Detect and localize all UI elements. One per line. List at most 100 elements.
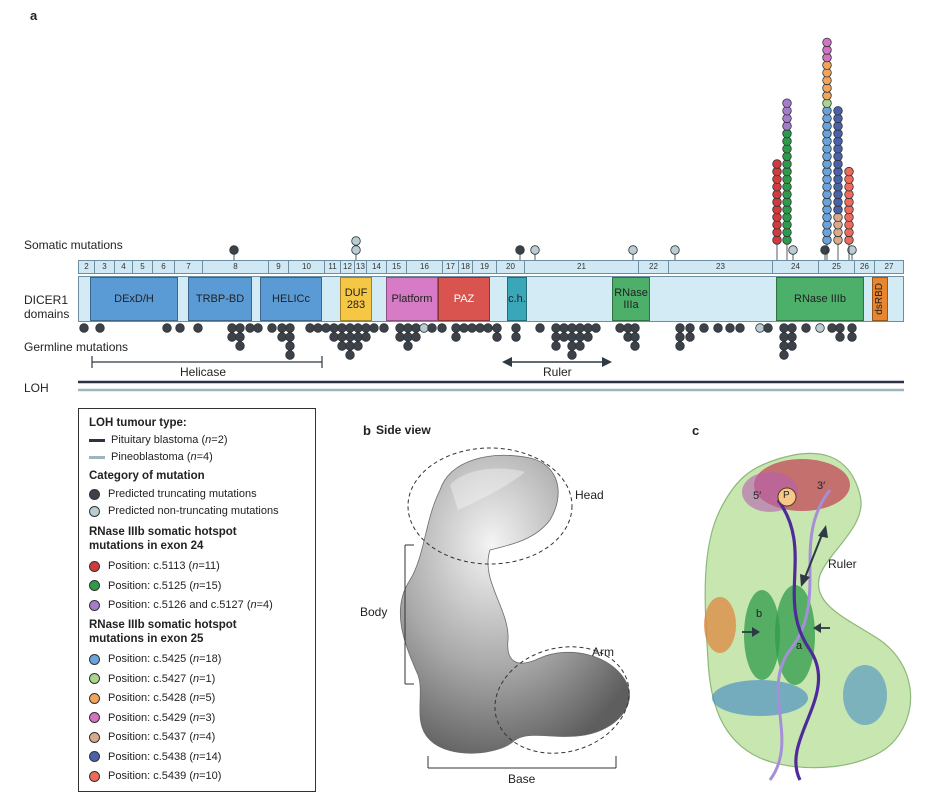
somatic-mutation-dot (515, 245, 525, 255)
exon-number: 5 (133, 261, 153, 273)
hotspot-count: =3) (199, 711, 216, 724)
legend-ex25-row: Position: c.5429 (n =3) (89, 711, 215, 725)
head-label: Head (575, 488, 604, 502)
germline-mutation-dot (245, 323, 255, 333)
three-prime-label: 3′ (817, 480, 826, 492)
ruler-label: Ruler (543, 365, 572, 379)
legend-pineo-count: =4) (196, 451, 213, 463)
germline-mutation-dot (567, 341, 577, 351)
germline-mutation-dot (725, 323, 735, 333)
germline-mutation-dot (483, 323, 493, 333)
germline-mutation-dot (583, 332, 593, 342)
germline-mutation-dot (277, 332, 287, 342)
germline-mutation-dot (583, 323, 593, 333)
somatic-mutations-label: Somatic mutations (24, 238, 123, 252)
hotspot-count: =1) (199, 672, 216, 685)
exon-number: 24 (773, 261, 819, 273)
germline-mutation-dot (329, 332, 339, 342)
exon-number: 7 (175, 261, 203, 273)
hotspot-count: =15) (199, 579, 222, 592)
germline-mutation-dot (835, 323, 845, 333)
germline-mutation-dot (369, 323, 379, 333)
hotspot-count: =18) (199, 653, 222, 665)
arm-label: Arm (592, 645, 614, 659)
legend-nontruncating-text: Predicted non-truncating mutations (108, 505, 279, 517)
exon-number: 10 (289, 261, 325, 273)
hotspot-count: =14) (199, 750, 222, 763)
germline-mutation-dot (419, 323, 429, 333)
exon-number: 6 (153, 261, 175, 273)
legend-box: LOH tumour type: Pituitary blastoma (n =2… (78, 408, 316, 792)
dicer-surface-model (399, 455, 630, 754)
germline-mutation-dot (451, 332, 461, 342)
germline-mutation-dot (835, 332, 845, 342)
hotspot-n: n (193, 770, 200, 782)
hotspot-count: =10) (199, 770, 222, 782)
pituitary-line-swatch (89, 438, 105, 442)
domain-trbp-label: TRBP-BD (195, 293, 245, 305)
legend-n: n (205, 434, 212, 446)
domain-duf-label-1: DUF (344, 287, 368, 299)
germline-mutation-dot (511, 332, 521, 342)
hotspot-position: Position: c.5425 ( (108, 653, 193, 665)
somatic-mutation-dot (530, 245, 540, 255)
germline-mutation-dot (253, 323, 263, 333)
germline-mutation-dot (235, 341, 245, 351)
legend-category-heading: Category of mutation (89, 470, 205, 482)
germline-mutation-dot (403, 341, 413, 351)
germline-mutation-dot (285, 341, 295, 351)
legend-ex25-row: Position: c.5425 (n =18) (89, 652, 221, 666)
exon-strip: 2 3 4 5 6 7 8 9 10 11 12 13 14 15 16 17 … (78, 260, 904, 274)
ruler-double-arrow (800, 525, 828, 587)
germline-mutation-dot (685, 332, 695, 342)
exon-number: 15 (387, 261, 407, 273)
domain-dexdh-label: DExD/H (114, 293, 154, 305)
germline-mutation-dot (535, 323, 545, 333)
hotspot-n: n (250, 599, 257, 611)
domain-connector-helix: c.h. (507, 277, 527, 321)
hotspot-dot (89, 560, 100, 572)
legend-ex24-heading-2: mutations in exon 24 (89, 540, 204, 552)
germline-mutation-dot (567, 350, 577, 360)
exon-number: 25 (819, 261, 855, 273)
domain-trbp-bd: TRBP-BD (188, 277, 252, 321)
somatic-mutation-dot (670, 245, 680, 255)
exon-number: 20 (497, 261, 525, 273)
exon-number: 26 (855, 261, 875, 273)
germline-mutation-dot (575, 332, 585, 342)
hotspot-dot (89, 712, 100, 723)
helicase-blob-2 (843, 665, 887, 725)
somatic-mutation-dot (351, 236, 361, 246)
exon-number: 16 (407, 261, 443, 273)
germline-mutation-dot (353, 323, 363, 333)
germline-mutation-dot (345, 341, 355, 351)
germline-mutation-dot (779, 341, 789, 351)
exon-number: 2 (79, 261, 95, 273)
dicer-rna-schematic (704, 452, 912, 781)
germline-mutation-dot (559, 332, 569, 342)
germline-mutation-dot (847, 332, 857, 342)
legend-nontruncating: Predicted non-truncating mutations (89, 504, 279, 518)
exon-number: 3 (95, 261, 115, 273)
germline-mutation-dot (575, 323, 585, 333)
exon-number: 14 (367, 261, 387, 273)
hotspot-position: Position: c.5439 ( (108, 770, 193, 782)
domains-label: domains (24, 307, 70, 321)
exon-number: 19 (473, 261, 497, 273)
germline-mutation-dot (379, 323, 389, 333)
exon-number: 8 (203, 261, 269, 273)
panel-c-letter: c (692, 423, 700, 438)
germline-mutation-dot (329, 323, 339, 333)
exon-number: 12 (341, 261, 355, 273)
germline-mutation-dot (827, 323, 837, 333)
exon-number: 4 (115, 261, 133, 273)
germline-mutation-dot (779, 323, 789, 333)
somatic-mutation-dot (229, 245, 239, 255)
hotspot-dot (89, 751, 100, 762)
legend-pituitary-text: Pituitary blastoma ( (111, 434, 206, 446)
germline-mutation-dot (675, 332, 685, 342)
base-label: Base (508, 772, 536, 786)
legend-pituitary-count: =2) (211, 434, 228, 446)
legend-ex24-row: Position: c.5113 (n =11) (89, 559, 220, 573)
legend-ex25-row: Position: c.5427 (n =1) (89, 672, 215, 686)
